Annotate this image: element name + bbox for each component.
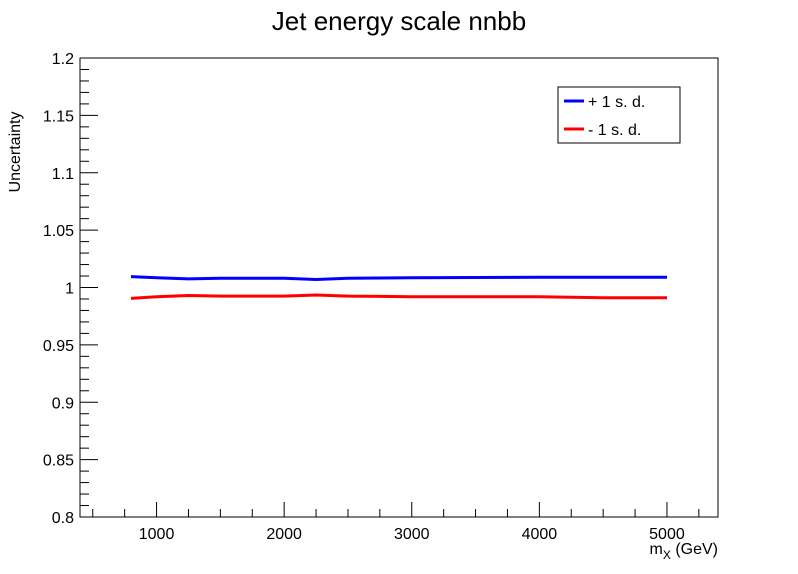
y-tick-label: 1.15 <box>43 108 74 125</box>
y-axis-label: Uncertainty <box>7 112 24 193</box>
y-tick-label: 1.05 <box>43 223 74 240</box>
legend: + 1 s. d. - 1 s. d. <box>557 86 681 144</box>
legend-label-minus-1sd: - 1 s. d. <box>588 122 641 139</box>
y-tick-label: 1.1 <box>52 166 74 183</box>
y-tick-label: 0.9 <box>52 395 74 412</box>
y-tick-label: 1.2 <box>52 51 74 68</box>
series-line-minus-1sd <box>130 293 667 300</box>
y-tick-label: 0.85 <box>43 453 74 470</box>
series-line-plus-1sd <box>130 275 667 282</box>
x-tick-label: 4000 <box>522 526 558 543</box>
y-tick-label: 1 <box>65 281 74 298</box>
x-tick-label: 1000 <box>139 526 175 543</box>
x-axis-label-subscript: X <box>663 548 671 562</box>
x-axis-label-main: m <box>650 541 663 558</box>
x-tick-label: 2000 <box>266 526 302 543</box>
legend-box <box>557 86 681 144</box>
y-tick-label: 0.95 <box>43 338 74 355</box>
chart-title: Jet energy scale nnbb <box>272 6 526 36</box>
y-axis: 0.8 0.85 0.9 0.95 1 1.05 1.1 1.15 1.2 <box>43 51 98 527</box>
x-tick-label: 3000 <box>394 526 430 543</box>
x-axis-label: mX (GeV) <box>650 541 718 562</box>
legend-label-plus-1sd: + 1 s. d. <box>588 94 645 111</box>
x-tick-label: 5000 <box>649 526 685 543</box>
x-axis-label-unit: (GeV) <box>671 541 718 558</box>
x-axis: 1000 2000 3000 4000 5000 <box>92 502 700 543</box>
y-tick-label: 0.8 <box>52 510 74 527</box>
series-layer <box>130 275 667 300</box>
